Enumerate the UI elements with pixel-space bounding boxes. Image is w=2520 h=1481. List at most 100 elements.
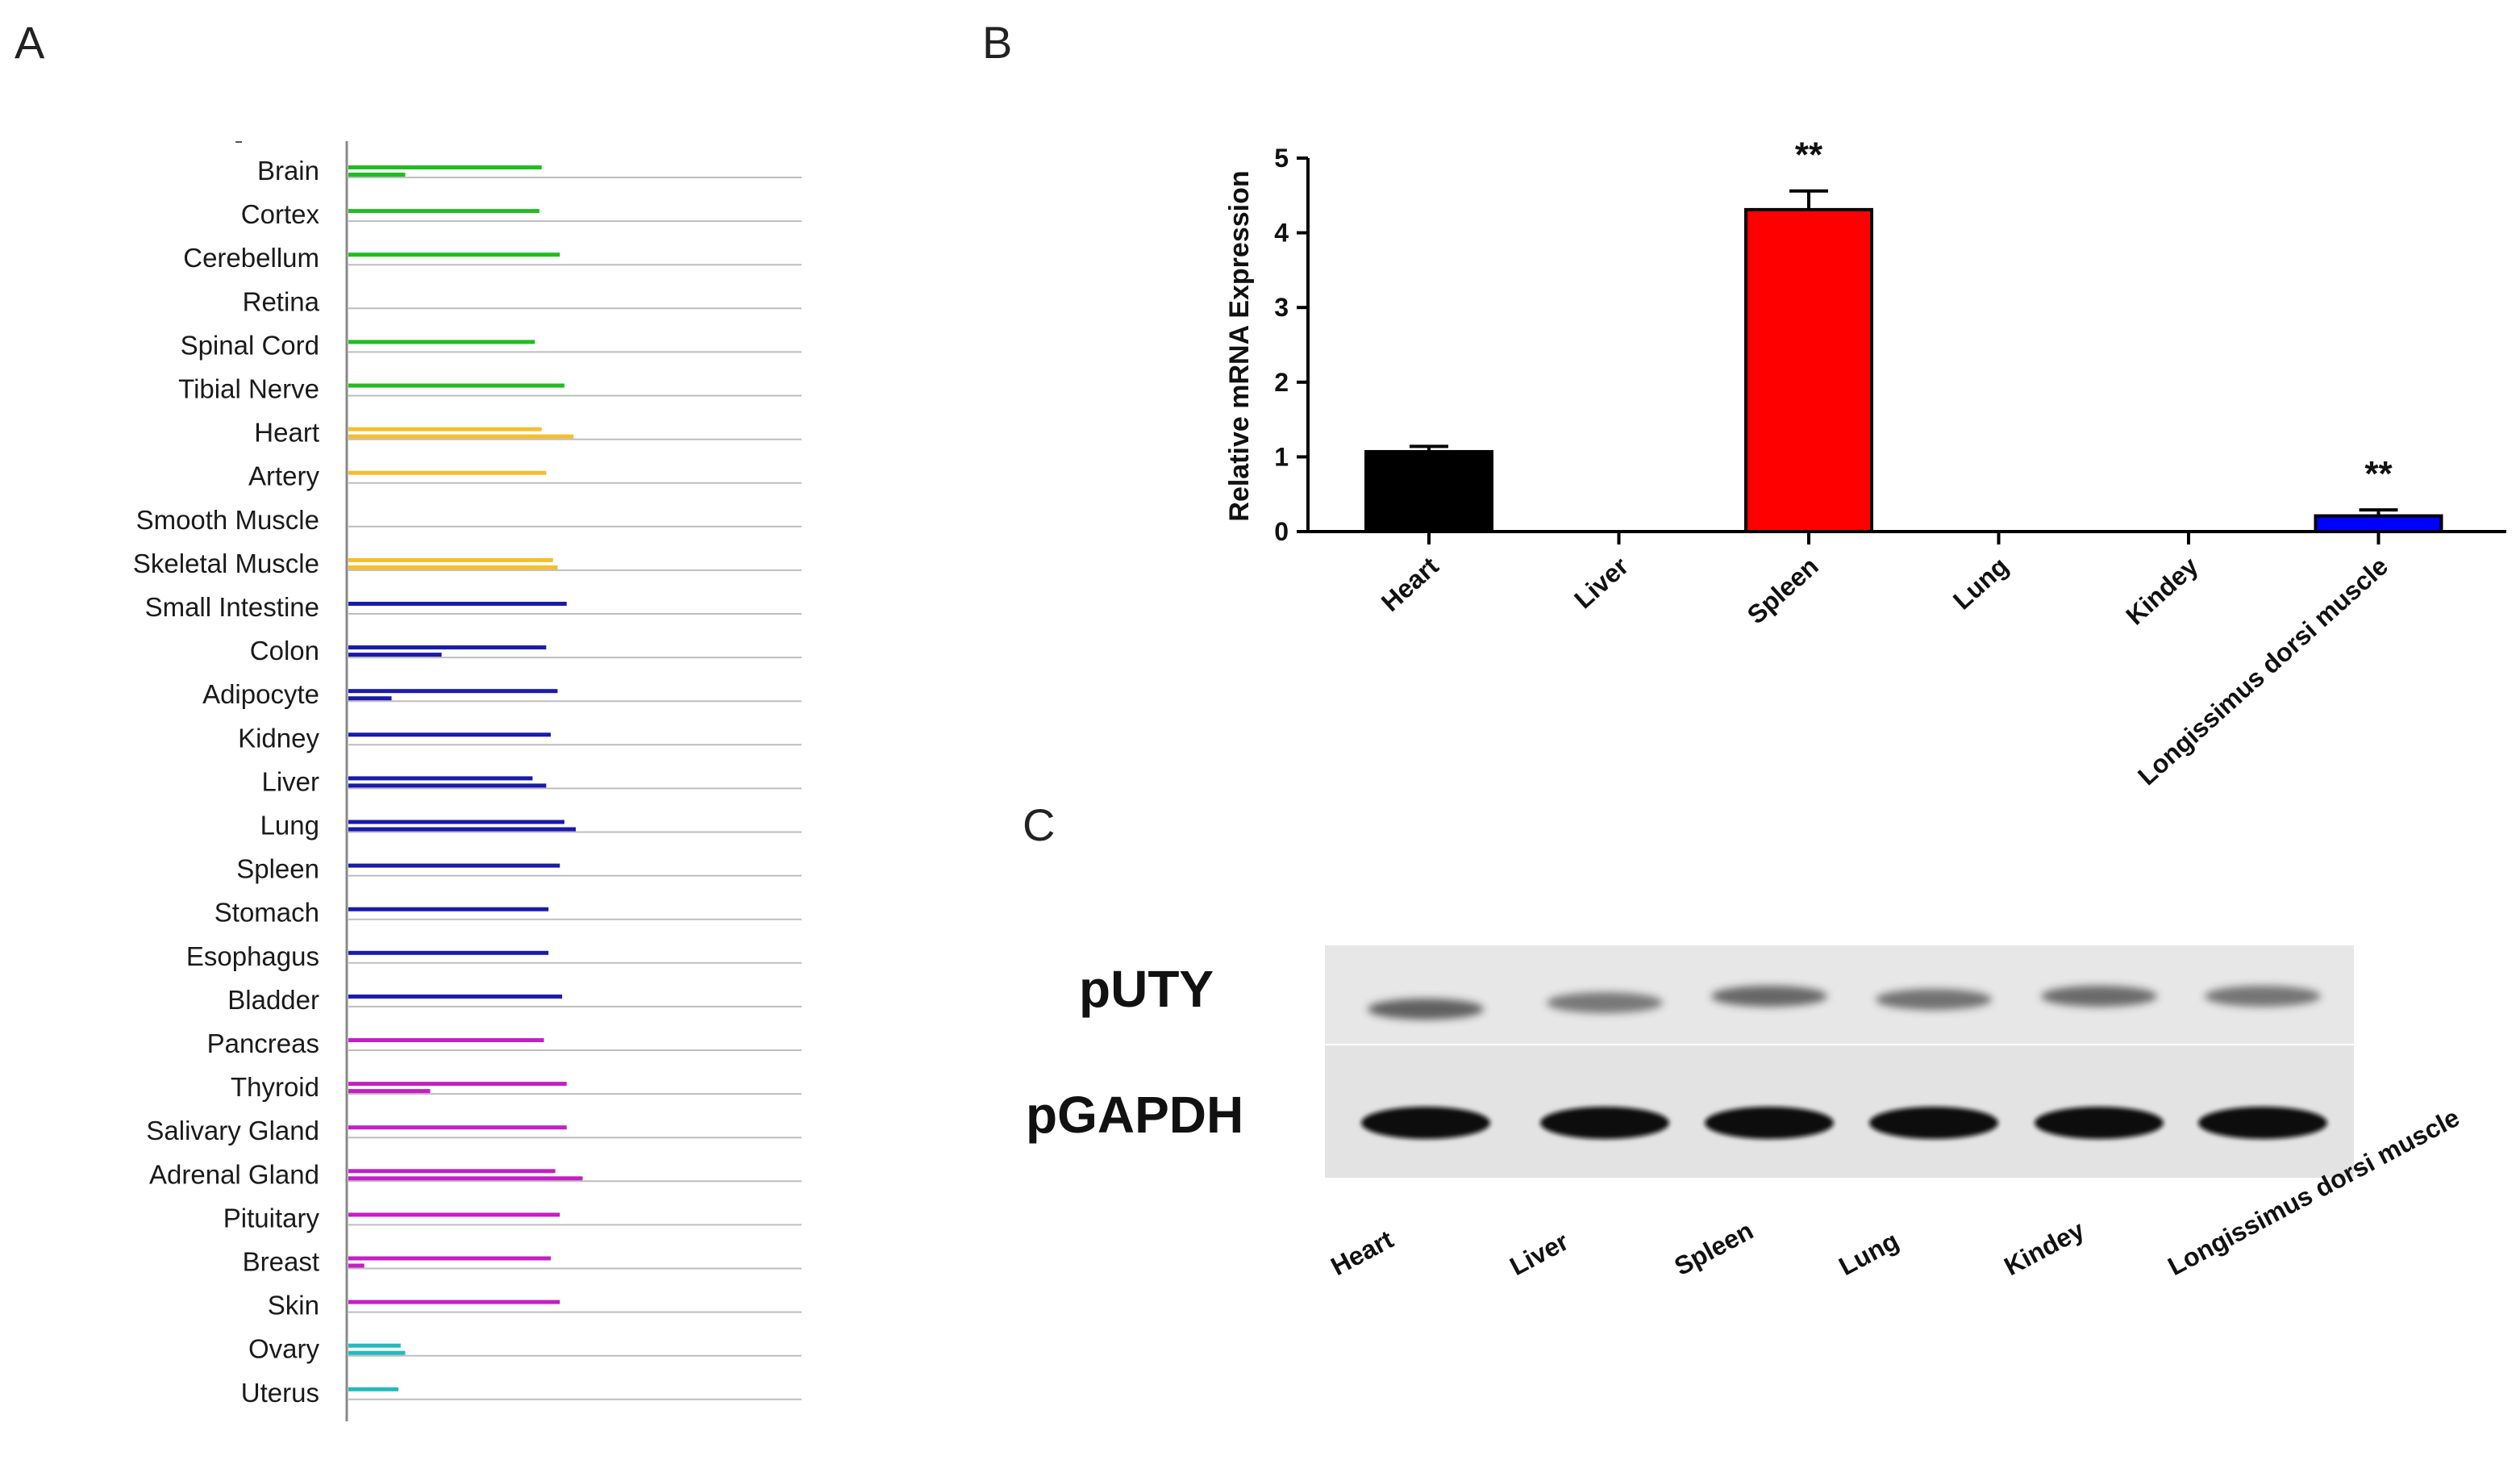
tissue-label: Kidney (238, 723, 319, 753)
tissue-label: Uterus (241, 1378, 319, 1408)
tissue-bar (348, 1082, 567, 1087)
tissue-label: Pancreas (207, 1028, 319, 1058)
tissue-label: Esophagus (186, 941, 319, 971)
tissue-label: Breast (243, 1247, 319, 1277)
tissue-bar (348, 863, 560, 868)
puty-band (2041, 986, 2157, 1007)
significance-marker: ** (2364, 454, 2393, 494)
y-tick-label: 2 (1274, 368, 1289, 397)
puty-band (1711, 986, 1827, 1007)
y-tick-label: 1 (1274, 442, 1289, 471)
gapdh-band (1540, 1107, 1669, 1139)
tissue-bar (348, 783, 547, 788)
tissue-label: Cortex (241, 199, 320, 229)
tissue-bar (348, 1256, 551, 1261)
tissue-bar (348, 1212, 560, 1217)
tissue-bar (348, 1350, 406, 1355)
panel-label-a: A (15, 17, 45, 68)
x-tick-label: Kindey (2120, 551, 2204, 630)
tissue-bar (348, 1300, 560, 1304)
gel-lane-label: Spleen (1669, 1216, 1758, 1281)
gapdh-band (2198, 1107, 2327, 1139)
tissue-bar (348, 950, 549, 955)
tissue-bar (348, 602, 567, 606)
bar (1744, 207, 1873, 533)
tissue-bar (348, 696, 392, 701)
tissue-bar (348, 1125, 567, 1130)
panel-label-b: B (982, 17, 1012, 68)
tissue-label: Smooth Muscle (136, 505, 319, 535)
panel-a-tissue-chart: Brain Cortex Cerebellum Retina Spinal Cord Ti… (133, 141, 802, 1421)
puty-band (1368, 999, 1484, 1020)
tissue-label: Thyroid (231, 1072, 319, 1102)
tissue-label: Colon (250, 636, 319, 665)
tissue-bar (348, 776, 533, 781)
bar (1364, 449, 1493, 534)
tissue-bar (348, 907, 549, 912)
y-tick-label: 4 (1274, 219, 1289, 248)
tissue-label: Skeletal Muscle (133, 549, 319, 578)
tissue-bar (348, 1263, 364, 1268)
tissue-label: Brain (257, 156, 319, 186)
gel-upper-strip (1325, 945, 2354, 1044)
tissue-bar (348, 1176, 583, 1181)
tissue-label: Cerebellum (183, 243, 319, 273)
tissue-label: Spinal Cord (181, 330, 319, 360)
gel-lane-label: Liver (1505, 1226, 1572, 1281)
tissue-bar (348, 645, 547, 650)
y-axis-label: Relative mRNA Expression (1224, 170, 1255, 521)
gel-row-label-gapdh: pGAPDH (1026, 1086, 1243, 1144)
tissue-bar (348, 1387, 399, 1391)
tissue-label: Tibial Nerve (178, 374, 319, 404)
tissue-label: Adipocyte (202, 679, 319, 709)
gel-lane-label: Lung (1834, 1226, 1903, 1281)
x-tick-label: Spleen (1742, 551, 1824, 629)
tissue-bar (348, 427, 542, 432)
tissue-label: Skin (268, 1291, 319, 1320)
x-tick-label: Heart (1376, 551, 1444, 617)
x-tick-label: Lung (1947, 551, 2014, 615)
tissue-label: Ovary (248, 1334, 320, 1364)
tissue-label: Small Intestine (145, 592, 319, 622)
tissue-bar (348, 434, 574, 439)
panel-c-gel: pUTY pGAPDH Heart Liver Spleen Lung Kindey Lo… (1026, 945, 2464, 1281)
tissue-bar (348, 732, 551, 737)
tissue-label: Spleen (236, 854, 319, 884)
tissue-bar (348, 165, 542, 169)
tissue-label: Stomach (215, 898, 319, 928)
significance-marker: ** (1795, 136, 1823, 175)
gapdh-band (1361, 1107, 1490, 1139)
gapdh-band (1869, 1107, 1998, 1139)
tissue-bar (348, 1038, 544, 1042)
tissue-bar (348, 340, 535, 344)
tissue-bar (348, 1089, 431, 1094)
tissue-bar (348, 827, 576, 832)
tissue-bar (348, 1343, 401, 1348)
tissue-label: Artery (248, 461, 320, 491)
x-tick-label: Liver (1568, 551, 1634, 614)
tissue-bar (348, 209, 539, 214)
tissue-label: Pituitary (223, 1203, 320, 1233)
tissue-bar (348, 1169, 556, 1174)
bar (2314, 514, 2443, 534)
y-tick-label: 0 (1274, 517, 1289, 546)
puty-band (1876, 989, 1992, 1010)
y-tick-label: 3 (1274, 293, 1289, 322)
tissue-label: Lung (260, 811, 319, 841)
puty-band (1547, 992, 1663, 1013)
gapdh-band (1705, 1107, 1834, 1139)
tissue-bar (348, 689, 558, 694)
tissue-bar (348, 557, 553, 562)
y-tick-label: 5 (1274, 144, 1289, 173)
tissue-bar (348, 653, 442, 657)
panel-b-bar-chart: Relative mRNA Expression 0 1 2 3 4 5 Heart Live… (1224, 136, 2506, 791)
puty-band (2205, 986, 2321, 1007)
tissue-label: Retina (243, 286, 320, 316)
tissue-label: Salivary Gland (146, 1116, 319, 1145)
tissue-bar (348, 173, 406, 177)
tissue-label: Heart (254, 418, 319, 448)
gel-row-label-puty: pUTY (1079, 960, 1214, 1018)
tissue-label: Bladder (227, 985, 319, 1015)
tissue-bar (348, 470, 547, 475)
